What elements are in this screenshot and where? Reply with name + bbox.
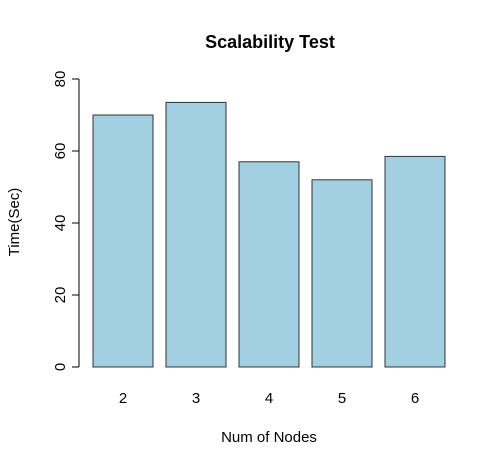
y-tick-label: 0 [52,363,69,371]
y-axis: 0 20 40 60 80 [52,71,80,371]
x-tick-label: 2 [119,390,127,407]
x-tick-label: 3 [192,390,200,407]
chart-title: Scalability Test [205,32,335,52]
y-tick-label: 80 [52,71,69,88]
x-tick-label: 5 [338,390,346,407]
bars-group [92,101,446,368]
bar-6 [384,155,446,368]
bar-2 [92,114,154,368]
x-tick-labels: 2 3 4 5 6 [119,390,419,407]
x-tick-label: 6 [411,390,419,407]
bar-5 [311,179,373,368]
y-tick-label: 60 [52,143,69,160]
bar-3 [165,101,227,368]
x-tick-label: 4 [265,390,273,407]
x-axis-label: Num of Nodes [221,429,317,446]
bar-4 [238,161,300,368]
y-tick-label: 20 [52,287,69,304]
y-tick-label: 40 [52,215,69,232]
y-axis-label: Time(Sec) [6,188,23,257]
